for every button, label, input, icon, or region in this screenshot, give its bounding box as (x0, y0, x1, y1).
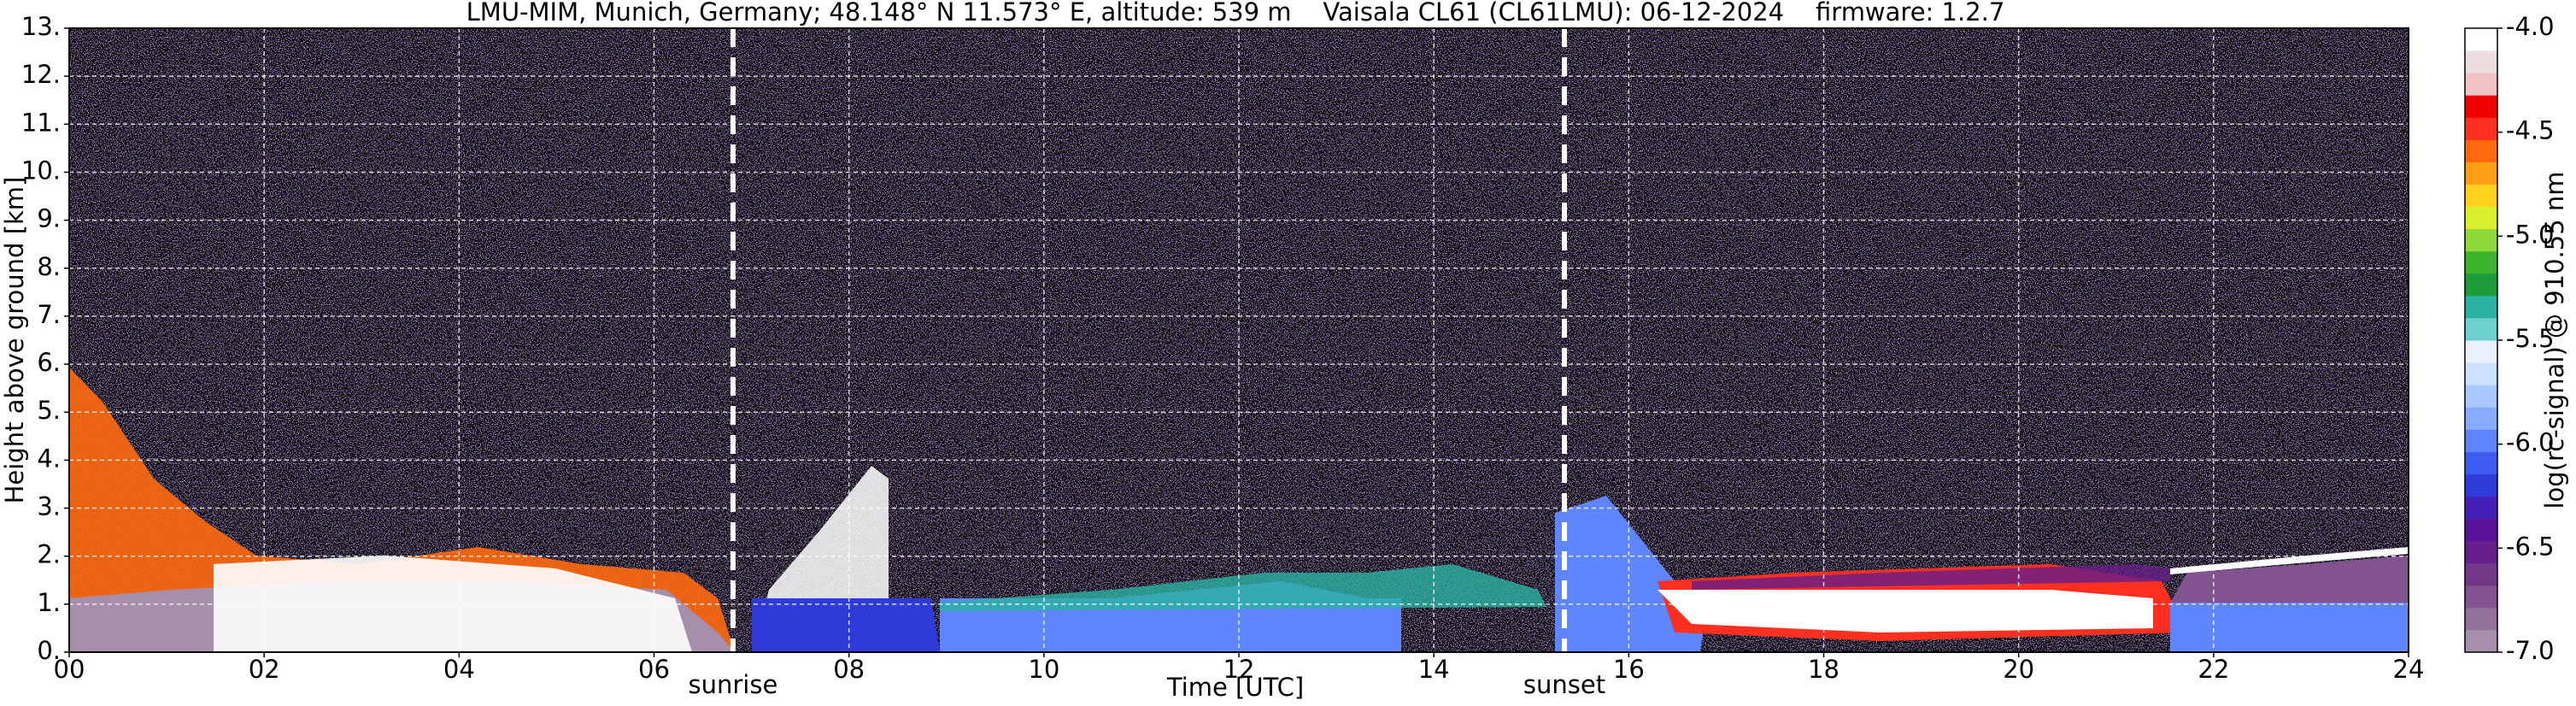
y-axis-label: Height above ground [km] (0, 177, 29, 504)
aerosol-layer (2170, 547, 2409, 574)
x-tick-label: 02 (249, 655, 280, 684)
colorbar-segment (2465, 362, 2497, 385)
colorbar-segment (2465, 95, 2497, 118)
aerosol-layer (1692, 564, 2170, 590)
x-tick-label: 20 (2003, 655, 2034, 684)
colorbar-tick-label: -6.0 (2506, 428, 2555, 457)
aerosol-layer (1658, 590, 2153, 632)
colorbar-tick-label: -5.0 (2506, 220, 2555, 249)
colorbar-segment (2465, 50, 2497, 74)
colorbar-segment (2465, 228, 2497, 252)
y-tick-label: 3. (37, 492, 61, 521)
x-tick-label: 22 (2198, 655, 2229, 684)
colorbar-tick-label: -7.0 (2506, 636, 2555, 665)
x-tick-label: 10 (1028, 655, 1059, 684)
colorbar-segment (2465, 273, 2497, 297)
colorbar-segment (2465, 496, 2497, 520)
x-tick-label: 24 (2393, 655, 2425, 684)
x-tick-label: 08 (833, 655, 865, 684)
colorbar-segment (2465, 184, 2497, 208)
x-axis-label: Time [UTC] (1166, 673, 1304, 702)
colorbar-segment (2465, 317, 2497, 341)
y-tick-label: 4. (37, 444, 61, 473)
x-tick-label: 04 (443, 655, 475, 684)
colorbar-segment (2465, 585, 2497, 609)
aerosol-layer (2170, 556, 2409, 603)
aerosol-layer (2170, 603, 2409, 652)
colorbar-segment (2465, 73, 2497, 96)
y-tick-label: 2. (37, 540, 61, 569)
colorbar-label: log(rc-signal) @ 910.55 nm (2540, 171, 2569, 509)
annotation-label: sunset (1523, 670, 1605, 699)
colorbar-tick-label: -4.5 (2506, 116, 2555, 145)
colorbar-segment (2465, 562, 2497, 586)
x-tick-label: 12 (1223, 655, 1255, 684)
colorbar-segment (2465, 451, 2497, 474)
y-tick-label: 11. (21, 108, 61, 137)
x-tick-label: 00 (54, 655, 85, 684)
colorbar-segment (2465, 518, 2497, 542)
x-tick-label: 14 (1418, 655, 1450, 684)
aerosol-layer (940, 564, 1546, 611)
colorbar-segment (2465, 28, 2497, 51)
colorbar-segment (2465, 206, 2497, 230)
colorbar-tick-label: -6.5 (2506, 532, 2555, 561)
colorbar-segment (2465, 162, 2497, 185)
colorbar-segment (2465, 629, 2497, 653)
colorbar-tick-label: -5.5 (2506, 324, 2555, 353)
aerosol-layer (752, 598, 940, 652)
colorbar-tick-label: -4.0 (2506, 12, 2555, 41)
colorbar-segment (2465, 540, 2497, 564)
colorbar-segment (2465, 607, 2497, 631)
x-tick-label: 06 (638, 655, 670, 684)
chart-title: LMU-MIM, Munich, Germany; 48.148° N 11.5… (466, 0, 2005, 26)
colorbar-segment (2465, 407, 2497, 430)
x-tick-label: 16 (1613, 655, 1645, 684)
colorbar-segment (2465, 385, 2497, 408)
annotation-label: sunrise (689, 670, 778, 699)
colorbar-segment (2465, 295, 2497, 319)
colorbar-segment (2465, 340, 2497, 363)
y-tick-label: 9. (37, 204, 61, 233)
y-tick-label: 5. (37, 396, 61, 425)
colorbar-segment (2465, 250, 2497, 274)
colorbar-segment (2465, 139, 2497, 162)
y-tick-label: 8. (37, 252, 61, 281)
x-tick-label: 18 (1808, 655, 1840, 684)
y-tick-label: 0. (37, 636, 61, 665)
colorbar-segment (2465, 474, 2497, 497)
y-tick-label: 13. (21, 12, 61, 41)
y-tick-label: 1. (37, 588, 61, 617)
y-tick-label: 7. (37, 300, 61, 329)
y-tick-label: 6. (37, 348, 61, 377)
colorbar-segment (2465, 117, 2497, 140)
y-tick-label: 12. (21, 60, 61, 89)
y-tick-label: 10. (21, 156, 61, 185)
aerosol-layer (214, 556, 692, 652)
colorbar-segment (2465, 429, 2497, 452)
plot-frame (68, 27, 2409, 653)
